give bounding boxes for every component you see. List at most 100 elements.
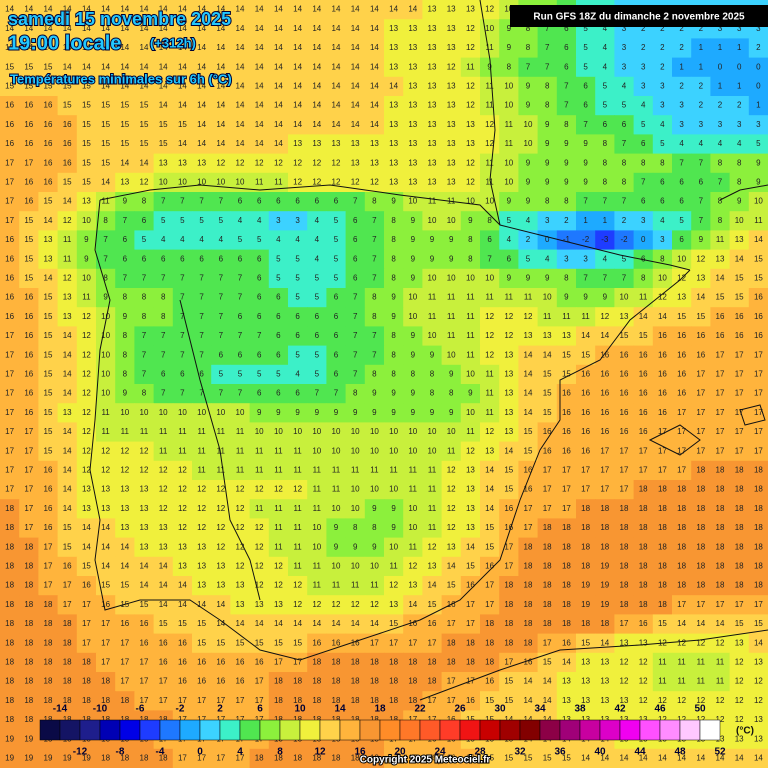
temp-value: 16	[754, 331, 763, 340]
temp-cell	[230, 76, 251, 97]
temp-value: 1	[583, 216, 588, 225]
temp-value: 3	[756, 120, 761, 129]
temp-value: 14	[101, 62, 110, 71]
temp-value: 9	[372, 542, 377, 551]
temp-cell	[518, 134, 539, 155]
temp-value: 18	[82, 677, 91, 686]
temp-value: 10	[370, 446, 379, 455]
temp-value: 18	[543, 523, 552, 532]
temp-value: 14	[101, 178, 110, 187]
temp-value: 18	[543, 581, 552, 590]
temp-value: 11	[178, 446, 187, 455]
temp-value: 12	[82, 446, 91, 455]
temp-value: 16	[236, 658, 245, 667]
temp-value: 10	[428, 427, 437, 436]
temp-cell	[288, 307, 308, 327]
temp-value: 6	[353, 216, 358, 225]
temp-value: 14	[735, 254, 744, 263]
temp-cell	[96, 230, 116, 251]
temp-cell	[115, 345, 135, 366]
temp-value: 11	[255, 178, 264, 187]
temp-value: 11	[409, 466, 418, 475]
temp-value: 15	[274, 638, 283, 647]
temp-cell	[307, 211, 327, 231]
temp-value: 10	[485, 24, 494, 33]
temp-cell	[614, 211, 635, 231]
temp-cell	[691, 134, 711, 155]
temp-value: 14	[332, 82, 341, 91]
temp-value: 11	[332, 581, 341, 590]
temp-value: 9	[411, 350, 416, 359]
temp-cell	[384, 230, 404, 251]
temp-cell	[268, 403, 289, 423]
temp-value: 14	[101, 523, 110, 532]
temp-cell	[460, 345, 481, 366]
temp-value: 8	[718, 216, 723, 225]
temp-cell	[288, 96, 308, 116]
temp-value: 13	[466, 466, 475, 475]
temp-cell	[691, 115, 711, 135]
temp-value: 8	[353, 523, 358, 532]
temp-value: 16	[5, 101, 14, 110]
temp-value: 8	[737, 178, 742, 187]
temp-value: 14	[312, 5, 321, 14]
temp-cell	[422, 288, 443, 308]
temp-value: 17	[696, 370, 705, 379]
temp-value: 17	[696, 408, 705, 417]
temp-value: 14	[236, 5, 245, 14]
temp-cell	[19, 19, 39, 39]
temp-value: 15	[24, 216, 33, 225]
temp-cell	[76, 38, 97, 59]
temp-cell	[556, 76, 577, 97]
temp-value: 16	[735, 312, 744, 321]
temp-value: 13	[447, 120, 456, 129]
temp-value: 3	[641, 216, 646, 225]
temp-cell	[192, 38, 212, 59]
temp-value: 12	[677, 638, 686, 647]
temp-value: 9	[411, 254, 416, 263]
temp-value: 13	[504, 408, 513, 417]
temp-value: 17	[677, 466, 686, 475]
temp-cell	[268, 0, 289, 20]
temp-value: 16	[428, 619, 437, 628]
temp-cell	[211, 403, 231, 423]
temp-value: 8	[564, 274, 569, 283]
temp-value: 4	[603, 62, 608, 71]
temp-cell	[652, 192, 673, 212]
temp-value: 13	[312, 139, 321, 148]
temp-value: 14	[274, 43, 283, 52]
temp-cell	[537, 172, 558, 193]
temp-value: 2	[756, 43, 761, 52]
temp-cell	[595, 364, 615, 385]
temp-value: 15	[44, 62, 53, 71]
temp-value: 14	[63, 197, 72, 206]
temp-value: 15	[581, 350, 590, 359]
temp-value: 12	[485, 331, 494, 340]
temp-value: 9	[391, 293, 396, 302]
temp-cell	[268, 57, 289, 78]
temp-cell	[614, 326, 635, 347]
temp-value: 12	[255, 158, 264, 167]
temp-cell	[576, 172, 596, 193]
temp-value: 11	[505, 139, 514, 148]
temp-cell	[729, 153, 750, 174]
temp-value: 5	[679, 216, 684, 225]
temp-value: 15	[754, 619, 763, 628]
temp-value: 17	[581, 466, 590, 475]
temp-value: 16	[5, 312, 14, 321]
temp-cell	[307, 384, 327, 404]
temp-value: 6	[276, 312, 281, 321]
temp-value: 15	[101, 158, 110, 167]
temp-cell	[422, 268, 443, 289]
temp-value: 15	[543, 389, 552, 398]
temp-value: 18	[600, 504, 609, 513]
temp-value: 11	[178, 427, 187, 436]
temp-cell	[96, 384, 116, 404]
temp-cell	[288, 19, 308, 39]
temp-cell	[633, 57, 654, 78]
temp-cell	[345, 345, 366, 366]
temp-value: 3	[660, 235, 665, 244]
temp-cell	[153, 307, 174, 327]
temp-cell	[288, 345, 308, 366]
temp-cell	[38, 230, 59, 251]
